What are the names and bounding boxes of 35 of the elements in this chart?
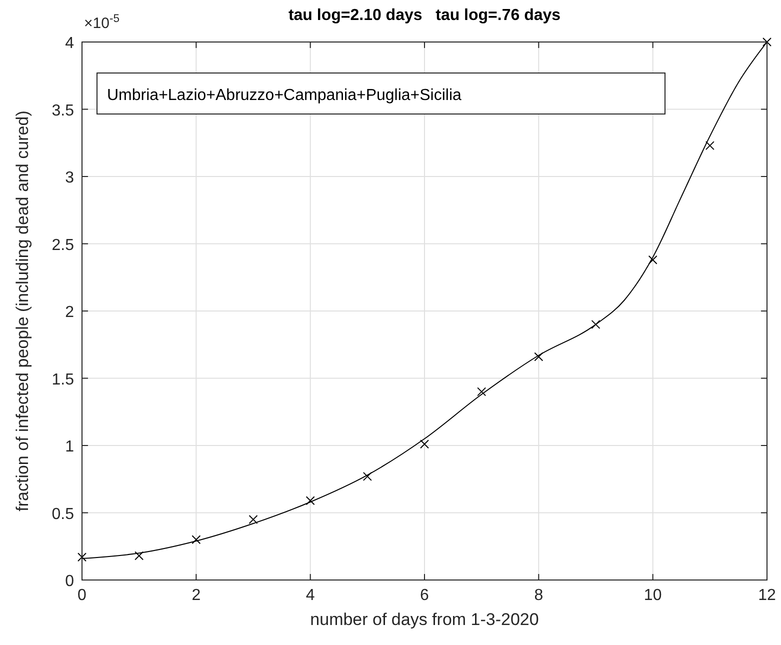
y-tick-label: 3 [65, 170, 74, 186]
point [420, 440, 429, 449]
chart-title: tau log=2.10 days tau log=.76 days [288, 7, 561, 24]
point [591, 320, 600, 329]
point [362, 472, 372, 481]
x-tick-label: 8 [534, 587, 544, 604]
x-tick-label: 12 [758, 587, 776, 604]
point [477, 387, 486, 396]
point [192, 535, 201, 544]
x-tick-label: 0 [78, 587, 87, 604]
y-tick-label: 2.5 [52, 236, 74, 254]
x-tick-label: 2 [192, 587, 201, 604]
point [648, 255, 658, 264]
line-series [82, 42, 768, 559]
y-tick-label: 3.5 [52, 102, 74, 120]
x-tick-label: 6 [420, 587, 430, 604]
annotation: Umbria+Lazio+Abruzzo+Campania+Puglia+Sicilia [107, 87, 462, 104]
x-tick-label: 10 [644, 587, 662, 604]
y-tick-label: 0.5 [52, 506, 74, 523]
y-tick-label: 1 [65, 438, 74, 456]
x-tick-label: 4 [306, 587, 315, 604]
point [762, 38, 772, 46]
y-tick-label: 2 [65, 304, 74, 321]
y-axis-title: fraction of infected people (including dead and cured) [13, 110, 32, 512]
y-tick-label: 1.5 [52, 371, 74, 388]
point [248, 514, 258, 524]
point [705, 141, 714, 150]
x-axis-title: number of days from 1-3-2020 [310, 610, 539, 629]
y-tick-label: 0 [65, 573, 74, 590]
text: ×10$^{-5}$ [84, 13, 120, 32]
point [306, 496, 315, 506]
y-tick-label: 4 [65, 35, 74, 52]
point [134, 551, 144, 560]
point [78, 552, 86, 562]
point [534, 352, 544, 362]
